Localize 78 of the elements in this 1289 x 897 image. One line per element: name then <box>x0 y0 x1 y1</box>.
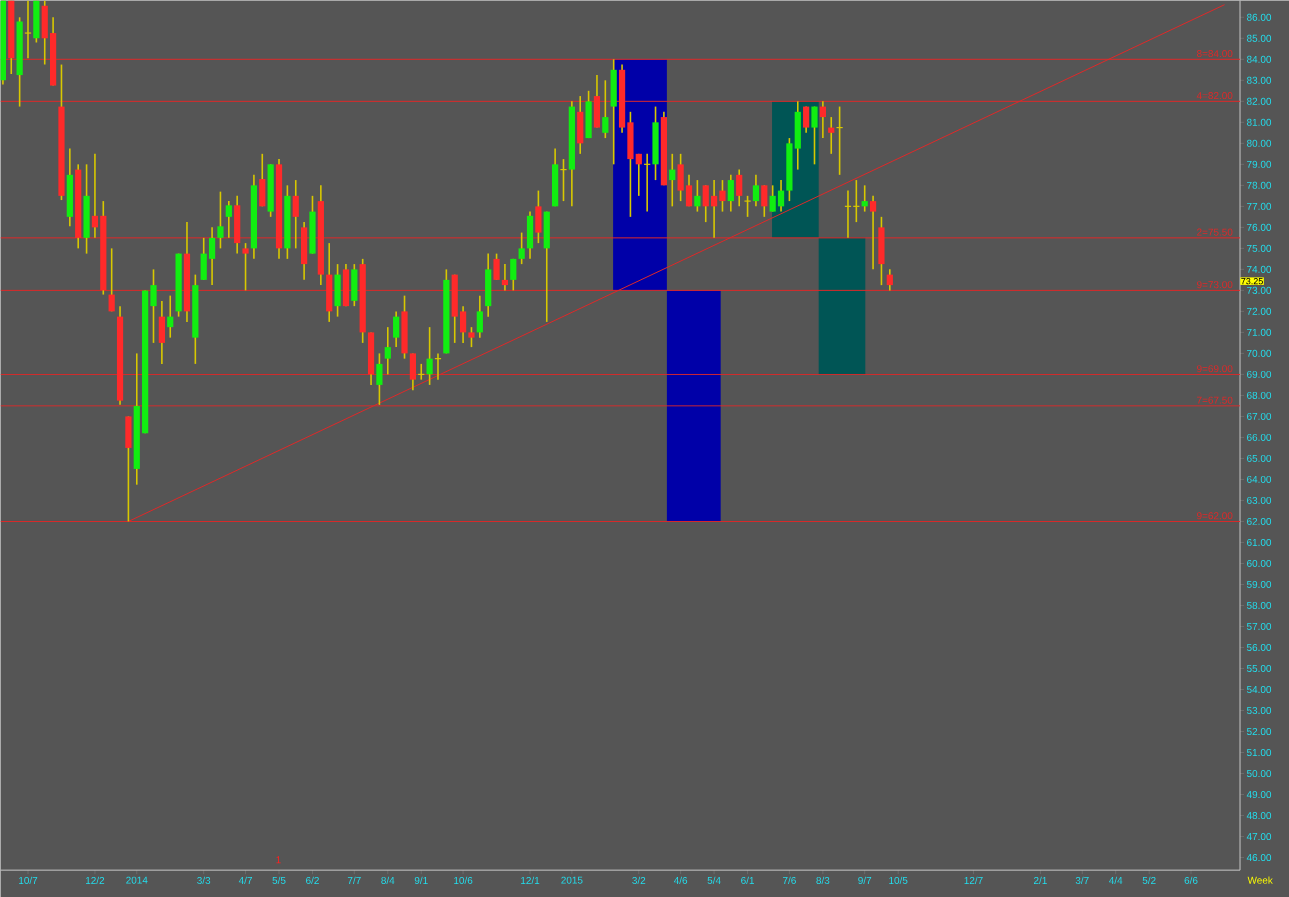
y-tick-label: 62.00 <box>1247 517 1272 525</box>
x-tick-label: 6/6 <box>1184 876 1198 884</box>
ref-line-label: 9=62.00 <box>1197 512 1233 520</box>
x-tick-label: 12/1 <box>521 876 540 884</box>
y-tick-label: 60.00 <box>1247 559 1272 567</box>
x-tick-label: 2015 <box>561 876 583 884</box>
y-tick-label: 75.00 <box>1247 244 1272 252</box>
x-tick-label: 6/2 <box>306 876 319 884</box>
y-tick-label: 74.00 <box>1247 265 1272 273</box>
y-tick-label: 59.00 <box>1246 580 1272 588</box>
y-tick-label: 78.00 <box>1247 181 1272 189</box>
y-tick-label: 66.00 <box>1247 433 1272 441</box>
y-tick-label: 53.00 <box>1246 706 1272 714</box>
y-tick-label: 61.00 <box>1247 538 1272 546</box>
y-tick-label: 47.00 <box>1246 832 1272 840</box>
y-tick-label: 57.00 <box>1246 622 1272 630</box>
y-tick-label: 71.00 <box>1247 328 1272 336</box>
x-tick-label: 5/5 <box>272 876 286 884</box>
x-tick-label: 3/3 <box>197 876 211 884</box>
x-tick-label: 4/4 <box>1109 876 1123 884</box>
x-tick-label: 10/5 <box>889 876 908 884</box>
y-tick-label: 82.00 <box>1246 97 1272 105</box>
y-tick-label: 72.00 <box>1247 307 1272 315</box>
y-tick-label: 46.00 <box>1246 853 1272 862</box>
annotation: 1 <box>276 856 281 864</box>
ref-line-label: 9=73.00 <box>1197 281 1233 289</box>
y-tick-label: 52.00 <box>1246 727 1272 735</box>
y-tick-label: 48.00 <box>1246 811 1272 819</box>
y-tick-label: 86.00 <box>1246 13 1272 21</box>
x-tick-label: 10/6 <box>454 876 473 884</box>
x-tick-label: 12/2 <box>86 876 105 884</box>
ref-line-label: 9=69.00 <box>1197 365 1233 373</box>
y-tick-label: 50.00 <box>1246 769 1272 777</box>
x-axis-title: Week <box>1247 876 1273 884</box>
y-tick-label: 70.00 <box>1247 349 1272 357</box>
x-tick-label: 3/2 <box>632 876 646 884</box>
ref-line-label: 4=82.00 <box>1196 92 1233 100</box>
text: 73.25 <box>1241 277 1263 285</box>
y-tick-label: 51.00 <box>1246 748 1272 756</box>
y-tick-label: 85.00 <box>1246 34 1272 42</box>
x-tick-label: 12/7 <box>964 876 983 884</box>
x-tick-label: 4/6 <box>673 876 688 884</box>
x-tick-label: 3/7 <box>1075 876 1089 884</box>
y-tick-label: 49.00 <box>1246 790 1272 798</box>
y-tick-label: 67.00 <box>1247 412 1272 420</box>
x-tick-label: 2/1 <box>1033 876 1047 884</box>
y-tick-label: 76.00 <box>1247 223 1272 231</box>
x-tick-label: 8/4 <box>381 876 395 884</box>
y-tick-label: 73.00 <box>1247 286 1272 294</box>
y-tick-label: 58.00 <box>1246 601 1272 609</box>
x-tick-label: 4/7 <box>238 876 252 884</box>
x-tick-label: 9/7 <box>858 876 872 884</box>
x-tick-label: 8/3 <box>816 876 830 884</box>
y-tick-label: 64.00 <box>1247 475 1272 483</box>
y-tick-label: 69.00 <box>1247 370 1272 378</box>
y-tick-label: 63.00 <box>1247 496 1272 504</box>
y-tick-label: 81.00 <box>1246 118 1272 126</box>
x-tick-label: 9/1 <box>414 876 428 884</box>
x-tick-label: 5/4 <box>707 876 721 884</box>
x-tick-label: 5/2 <box>1142 876 1156 884</box>
ref-line-label: 8=84.00 <box>1196 50 1233 58</box>
y-tick-label: 84.00 <box>1246 55 1272 63</box>
y-tick-label: 68.00 <box>1247 391 1272 399</box>
x-tick-label: 6/1 <box>741 876 755 884</box>
y-tick-label: 65.00 <box>1247 454 1272 462</box>
x-tick-label: 10/7 <box>19 876 38 884</box>
y-tick-label: 55.00 <box>1246 664 1272 672</box>
y-tick-label: 54.00 <box>1246 685 1272 693</box>
ref-line-label: 7=67.50 <box>1197 396 1233 404</box>
y-tick-label: 77.00 <box>1247 202 1272 210</box>
x-tick-label: 2014 <box>126 876 148 884</box>
x-tick-label: 7/6 <box>783 876 796 884</box>
ref-line-label: 2=75.50 <box>1197 228 1233 236</box>
y-tick-label: 79.00 <box>1247 160 1272 168</box>
y-tick-label: 83.00 <box>1246 76 1272 84</box>
y-tick-label: 80.00 <box>1246 139 1272 147</box>
y-tick-label: 56.00 <box>1246 643 1272 651</box>
x-tick-label: 7/7 <box>347 876 361 884</box>
